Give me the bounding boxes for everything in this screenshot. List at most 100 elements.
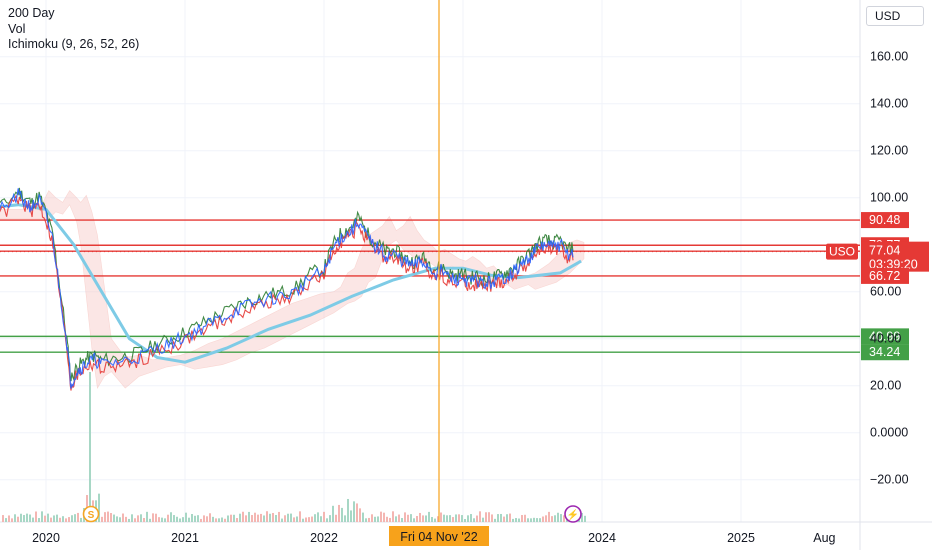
volume-bar xyxy=(2,515,4,522)
volume-bar xyxy=(77,512,79,522)
crosshair: Fri 04 Nov '22 xyxy=(389,0,489,546)
volume-bar xyxy=(404,512,406,522)
volume-bar xyxy=(413,518,415,522)
volume-bar xyxy=(170,512,172,522)
volume-bar xyxy=(401,518,403,522)
volume-bar xyxy=(278,511,280,522)
volume-bar xyxy=(23,515,25,522)
volume-bar xyxy=(32,517,34,522)
volume-bar xyxy=(176,516,178,522)
volume-bar xyxy=(560,514,562,522)
legend-volume[interactable]: Vol xyxy=(8,21,26,36)
volume-bar xyxy=(221,517,223,522)
volume-bar xyxy=(359,508,361,522)
volume-bar xyxy=(272,512,274,522)
legend-ma-200[interactable]: 200 Day xyxy=(8,6,55,20)
price-axis[interactable]: 160.00 140.00 120.00 100.00 60.00 40.00 20.00 0… xyxy=(870,50,909,487)
volume-bar xyxy=(338,504,340,522)
volume-bar xyxy=(14,514,16,522)
volume-bar xyxy=(293,517,295,522)
volume-bar xyxy=(290,513,292,522)
volume-bar xyxy=(320,516,322,522)
volume-bar xyxy=(332,505,334,522)
volume-bar xyxy=(335,514,337,522)
volume-bar xyxy=(167,514,169,522)
event-markers[interactable]: S ⚡ xyxy=(82,505,582,523)
x-tick-label: 2021 xyxy=(171,531,199,545)
volume-bar xyxy=(353,501,355,522)
split-icon-label: ⚡ xyxy=(567,508,579,521)
volume-bar xyxy=(164,518,166,522)
time-axis[interactable]: 2020 2021 2022 2024 2025 Aug xyxy=(32,531,835,545)
volume-bar xyxy=(482,517,484,522)
volume-bar xyxy=(317,512,319,522)
volume-bar xyxy=(128,518,130,522)
volume-bar xyxy=(437,516,439,522)
currency-button[interactable]: USD xyxy=(866,6,924,26)
level-label: 34.24 xyxy=(869,345,900,359)
volume-bar xyxy=(29,514,31,522)
volume-bar xyxy=(146,511,148,522)
volume-bar xyxy=(209,513,211,522)
volume-bar xyxy=(509,513,511,522)
level-label: 90.48 xyxy=(869,213,900,227)
volume-bar xyxy=(329,515,331,522)
volume-bar xyxy=(446,515,448,522)
crosshair-tag xyxy=(389,526,489,546)
volume-bar xyxy=(230,514,232,522)
volume-bar xyxy=(188,517,190,522)
volume-bar xyxy=(215,518,217,522)
volume-bar xyxy=(506,514,508,522)
volume-bar xyxy=(179,518,181,522)
y-tick-label: 140.00 xyxy=(870,97,908,111)
x-tick-label: 2022 xyxy=(310,531,338,545)
volume-bar xyxy=(539,518,541,522)
volume-bar xyxy=(110,513,112,522)
volume-bar xyxy=(26,513,28,522)
volume-bar xyxy=(350,510,352,522)
volume-bar xyxy=(68,517,70,522)
volume-bars xyxy=(2,372,586,522)
volume-bar xyxy=(224,518,226,522)
y-tick-label: 100.00 xyxy=(870,191,908,205)
volume-bar xyxy=(431,517,433,522)
volume-bar xyxy=(233,514,235,522)
volume-bar xyxy=(488,512,490,522)
volume-bar xyxy=(491,514,493,522)
volume-bar xyxy=(392,511,394,522)
volume-bar xyxy=(248,511,250,522)
volume-bar xyxy=(182,517,184,522)
price-level-lines[interactable]: 90.4879.7777.26USO77.0403:39:2066.7240.9… xyxy=(0,212,929,361)
volume-bar xyxy=(557,512,559,522)
volume-bar xyxy=(563,515,565,522)
volume-bar xyxy=(452,517,454,522)
volume-bar xyxy=(386,516,388,522)
crosshair-label: Fri 04 Nov '22 xyxy=(400,530,477,544)
volume-bar xyxy=(428,511,430,522)
y-tick-label: 60.00 xyxy=(870,285,901,299)
current-price-tag xyxy=(861,241,929,272)
volume-bar xyxy=(71,515,73,522)
volume-bar xyxy=(200,518,202,522)
volume-bar xyxy=(530,518,532,522)
volume-bar xyxy=(5,518,7,522)
volume-bar xyxy=(155,513,157,522)
volume-bar xyxy=(314,514,316,522)
y-tick-label: 0.0000 xyxy=(870,426,908,440)
volume-bar xyxy=(371,514,373,522)
volume-bar xyxy=(518,518,520,522)
volume-bar xyxy=(149,518,151,522)
volume-bar xyxy=(239,513,241,522)
volume-bar xyxy=(269,513,271,522)
legend-ichimoku[interactable]: Ichimoku (9, 26, 52, 26) xyxy=(8,37,140,51)
volume-bar xyxy=(362,512,364,522)
volume-bar xyxy=(194,515,196,522)
volume-bar xyxy=(305,517,307,522)
volume-bar xyxy=(464,518,466,522)
volume-bar xyxy=(500,513,502,522)
volume-bar xyxy=(512,518,514,522)
cloud-area xyxy=(0,190,585,389)
volume-bar xyxy=(98,493,100,522)
symbol-label: USO xyxy=(829,245,855,259)
